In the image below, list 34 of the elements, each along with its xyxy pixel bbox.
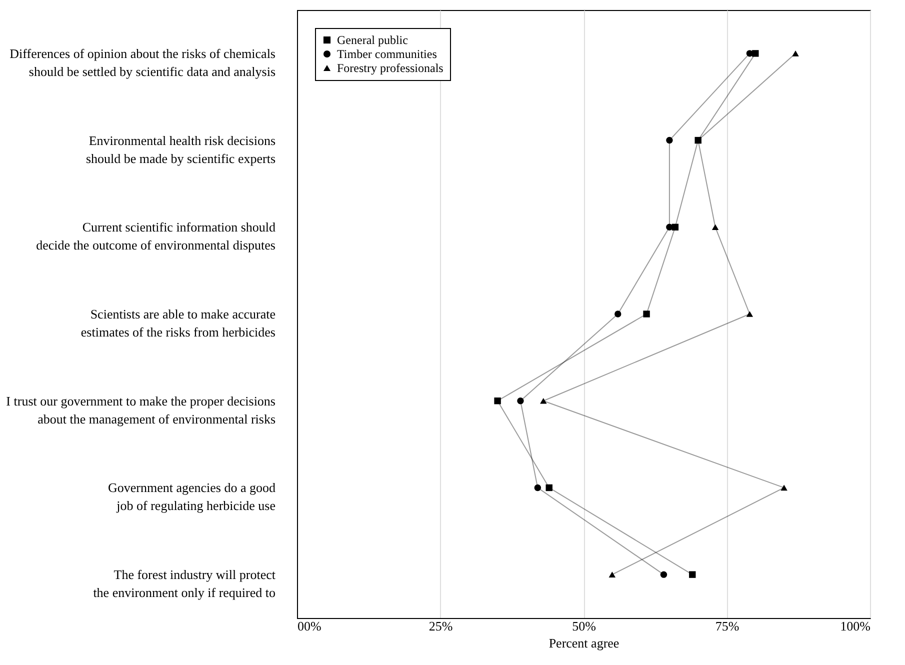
point — [666, 136, 673, 144]
point — [614, 310, 622, 318]
point — [712, 224, 719, 230]
point — [746, 311, 754, 317]
y-tick-label: Environmental health risk decisions should be made by scientific experts — [86, 132, 276, 166]
x-tick-label: 75% — [715, 618, 740, 634]
x-tick-label: 100% — [840, 618, 871, 634]
point — [792, 50, 799, 56]
point — [666, 224, 673, 230]
point — [608, 572, 616, 578]
legend-label: Timber communities — [337, 47, 438, 61]
y-tick-label: Government agencies do a good job of regulating herbicide use — [108, 480, 276, 514]
x-tick-label: 50% — [572, 618, 596, 634]
legend-label: General public — [337, 33, 408, 47]
point — [494, 398, 501, 404]
point — [534, 484, 542, 492]
point — [689, 571, 696, 578]
y-tick-label: Scientists are able to make accurate estimates of the risks from herbicides — [80, 306, 276, 340]
point — [752, 50, 759, 57]
x-tick-label: 25% — [428, 618, 453, 634]
point — [660, 571, 668, 578]
point — [517, 398, 524, 404]
y-tick-label: I trust our government to make the proper decisions about the management of environmental risks — [6, 393, 276, 426]
point — [546, 484, 552, 492]
x-tick-label: 00% — [298, 618, 322, 634]
y-tick-label: Differences of opinion about the risks of chemicals should be settled by scientific data and analysis — [10, 46, 276, 79]
y-tick-label: The forest industry will protect the environment only if required to — [93, 567, 276, 600]
point — [643, 310, 650, 318]
x-axis-title: Percent agree — [548, 636, 620, 650]
legend-label: Forestry professionals — [337, 61, 444, 75]
point — [780, 484, 788, 491]
y-tick-label: Current scientific information should decide the outcome of environmental disputes — [36, 220, 276, 253]
point — [540, 398, 547, 404]
point — [746, 50, 754, 57]
